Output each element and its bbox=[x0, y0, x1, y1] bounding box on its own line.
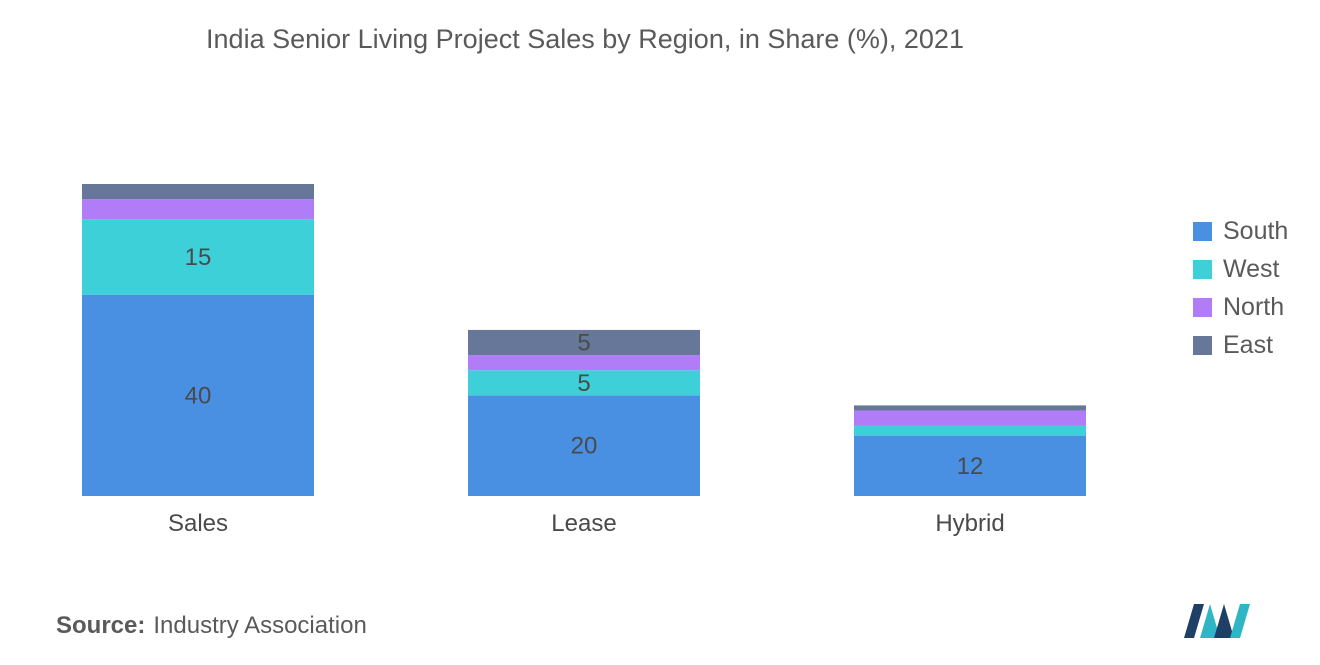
bar-sales-north bbox=[82, 199, 314, 220]
bar-lease-north bbox=[468, 355, 700, 371]
x-tick-label-hybrid: Hybrid bbox=[935, 510, 1004, 537]
legend-label-west: West bbox=[1223, 254, 1280, 283]
bar-lease-east bbox=[468, 329, 700, 356]
bar-hybrid-east bbox=[854, 405, 1086, 411]
data-label-lease-south: 20 bbox=[571, 433, 598, 460]
legend-item-west: West bbox=[1193, 250, 1288, 288]
bar-lease-west bbox=[468, 370, 700, 396]
data-label-sales-south: 40 bbox=[185, 382, 212, 409]
data-label-lease-west: 5 bbox=[577, 370, 590, 397]
legend-label-south: South bbox=[1223, 216, 1289, 245]
chart-legend: South West North East bbox=[1193, 212, 1288, 364]
mordor-logo-icon bbox=[1184, 604, 1250, 638]
legend-swatch-north bbox=[1193, 297, 1212, 317]
bar-sales-east bbox=[82, 184, 314, 200]
data-label-lease-east: 5 bbox=[577, 330, 590, 357]
x-tick-label-lease: Lease bbox=[551, 510, 616, 537]
legend-label-east: East bbox=[1223, 330, 1274, 359]
source-label: Source: bbox=[56, 612, 146, 639]
legend-item-south: South bbox=[1193, 212, 1288, 250]
bar-lease-south bbox=[468, 395, 700, 496]
source-note: Source: Industry Association bbox=[56, 612, 367, 640]
source-text: Industry Association bbox=[153, 612, 367, 639]
legend-swatch-west bbox=[1193, 259, 1212, 279]
legend-swatch-south bbox=[1193, 221, 1212, 241]
legend-swatch-east bbox=[1193, 335, 1212, 355]
legend-item-north: North bbox=[1193, 288, 1288, 326]
data-label-hybrid-south: 12 bbox=[957, 453, 984, 480]
bar-sales-west bbox=[82, 219, 314, 295]
bar-hybrid-north bbox=[854, 410, 1086, 426]
chart-title: India Senior Living Project Sales by Reg… bbox=[206, 24, 964, 54]
x-tick-label-sales: Sales bbox=[168, 510, 228, 537]
bar-hybrid-west bbox=[854, 425, 1086, 436]
data-label-sales-west: 15 bbox=[185, 244, 212, 271]
legend-label-north: North bbox=[1223, 292, 1285, 321]
bar-sales-south bbox=[82, 294, 314, 496]
bar-hybrid-south bbox=[854, 435, 1086, 496]
legend-item-east: East bbox=[1193, 326, 1288, 364]
